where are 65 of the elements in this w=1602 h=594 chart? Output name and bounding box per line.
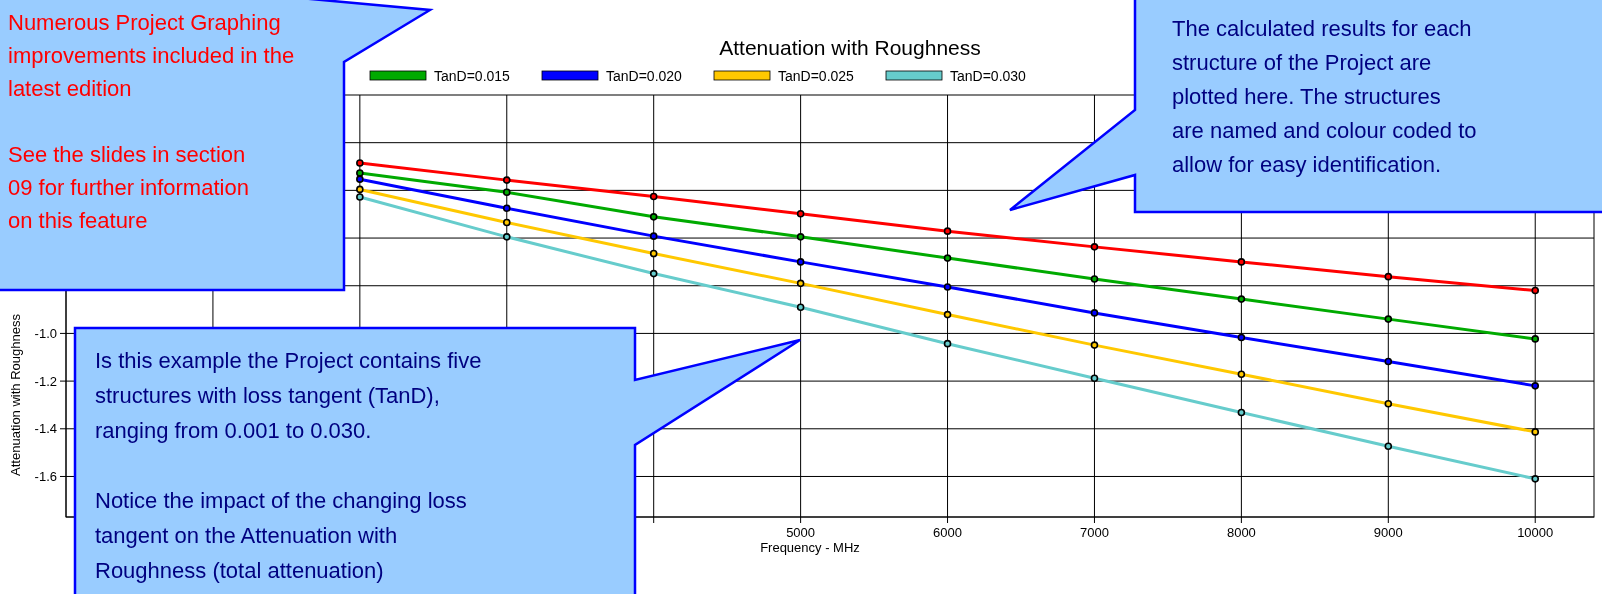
point <box>1090 341 1099 349</box>
point <box>796 303 805 311</box>
x-tick-label: 9000 <box>1373 525 1403 540</box>
y-axis-title: Attenuation with Roughness <box>8 313 23 476</box>
point <box>356 169 364 177</box>
point <box>649 232 658 240</box>
point <box>1531 382 1540 390</box>
point <box>1384 399 1393 408</box>
x-tick-label: 6000 <box>933 525 962 540</box>
chart-title: Attenuation with Roughness <box>719 36 981 59</box>
y-tick-label: -1.6 <box>34 469 57 485</box>
point <box>502 218 511 227</box>
point <box>796 233 805 241</box>
x-tick-label: 10000 <box>1517 525 1554 540</box>
point <box>1237 408 1246 417</box>
point <box>1237 370 1246 378</box>
point <box>1090 374 1099 383</box>
point <box>649 213 658 221</box>
text: Numerous Project Graphing improvements included in the latest edition See the slides in section 09 for further information on this feature <box>8 10 295 233</box>
point <box>1531 428 1540 436</box>
text: Is this example the Project contains five structures with loss tangent (TanD), ranging from 0.001 to 0.030. Notice the impact of the changing loss tangent on the Attenuation with Roughness (total attenuation) <box>95 348 482 583</box>
point <box>649 192 658 201</box>
point <box>796 209 805 218</box>
point <box>356 159 364 167</box>
point <box>1384 442 1393 450</box>
legend-label: TanD=0.020 <box>606 67 683 84</box>
x-tick-label: 7000 <box>1080 525 1109 540</box>
x-tick-label: 5000 <box>786 525 816 540</box>
point <box>356 193 364 201</box>
point <box>943 254 952 262</box>
point <box>649 269 658 278</box>
point <box>649 249 658 258</box>
point <box>796 258 805 266</box>
point <box>1237 295 1246 303</box>
point <box>943 227 952 235</box>
point <box>356 185 364 194</box>
point <box>1384 315 1393 323</box>
point <box>943 310 952 319</box>
point <box>1384 272 1393 281</box>
x-tick-label: 8000 <box>1226 525 1256 540</box>
x-axis-title: Frequency - MHz <box>760 540 860 555</box>
point <box>1090 275 1099 283</box>
point <box>943 339 952 348</box>
point <box>943 283 952 291</box>
y-tick-label: -1.2 <box>34 373 57 389</box>
point <box>1237 258 1246 266</box>
point <box>1531 475 1540 483</box>
point <box>1531 286 1540 295</box>
annotation: The calculated results for each structure of the Project are plotted here. The structures are named and colour coded to allow for easy identification. <box>1172 16 1477 177</box>
point <box>502 176 511 184</box>
point <box>502 233 511 241</box>
y-tick-label: -1.0 <box>34 325 57 341</box>
point <box>1090 243 1099 251</box>
legend-label: TanD=0.030 <box>950 67 1027 84</box>
legend-label: TanD=0.025 <box>778 67 855 84</box>
point <box>502 188 511 197</box>
point <box>1090 309 1099 317</box>
point <box>356 175 364 183</box>
point <box>502 204 511 213</box>
legend-label: TanD=0.015 <box>434 67 511 84</box>
point <box>1531 335 1540 343</box>
point <box>1384 357 1393 366</box>
point <box>796 279 805 288</box>
point <box>1237 333 1246 342</box>
y-tick-label: -1.4 <box>34 421 57 437</box>
